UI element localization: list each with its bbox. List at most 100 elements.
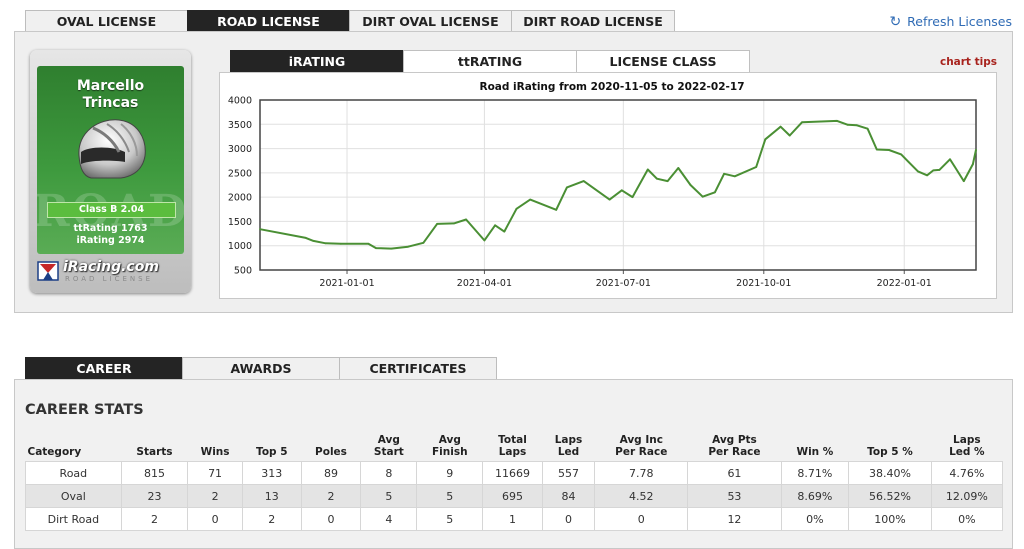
irating-data-point <box>953 165 956 168</box>
irating-data-point <box>375 247 377 250</box>
irating-data-point <box>259 228 261 231</box>
table-row: Road 815 71 313 89 8 9 11669 557 7.78 61 8.71% 38.40… <box>25 461 1004 485</box>
helmet-icon <box>78 119 146 179</box>
tab-oval-license[interactable]: OVAL LICENSE <box>25 10 188 32</box>
license-card: ROAD Marcello Trincas Class B 2.04 ttRat… <box>30 50 191 293</box>
logo-subtitle: ROAD LICENSE <box>65 275 154 283</box>
table-cell: 5 <box>416 507 484 531</box>
license-tabs: OVAL LICENSE ROAD LICENSE DIRT OVAL LICE… <box>25 10 675 32</box>
tab-ttrating[interactable]: ttRATING <box>403 50 577 72</box>
table-cell: 4 <box>360 507 418 531</box>
career-stats-table: Category Starts Wins Top 5 Poles Avg Start Avg F… <box>25 430 1004 531</box>
table-row: Dirt Road 2 0 2 0 4 5 1 0 0 12 0% 100% 0% <box>25 507 1004 531</box>
table-cell: 0 <box>300 507 362 531</box>
irating-data-point <box>866 127 869 130</box>
tab-license-class[interactable]: LICENSE CLASS <box>576 50 750 72</box>
refresh-label: Refresh Licenses <box>907 14 1012 29</box>
table-cell: 815 <box>120 461 189 485</box>
table-cell: 2 <box>300 484 362 508</box>
irating-chart-container: Road iRating from 2020-11-05 to 2022-02-… <box>219 72 997 299</box>
column-header-text: Led <box>557 446 580 458</box>
irating-data-point <box>907 161 910 164</box>
tab-road-license[interactable]: ROAD LICENSE <box>187 10 350 32</box>
irating-data-point <box>312 240 315 242</box>
irating-data-point <box>714 191 716 194</box>
iracing-flag-icon <box>37 261 59 281</box>
table-cell: 5 <box>416 484 484 508</box>
irating-data-point <box>949 158 951 161</box>
tab-irating[interactable]: iRATING <box>230 50 404 72</box>
y-tick-label: 2500 <box>228 168 252 179</box>
irating-data-point <box>788 134 791 137</box>
table-cell: 23 <box>120 484 189 508</box>
table-header-row: Category Starts Wins Top 5 Poles Avg Start Avg F… <box>26 430 1003 462</box>
tab-career[interactable]: CAREER <box>25 357 183 379</box>
table-cell: 12.09% <box>930 484 1004 508</box>
x-tick-label: 2021-01-01 <box>319 278 374 289</box>
irating-data-point <box>846 123 849 126</box>
table-cell: 71 <box>187 461 243 485</box>
y-tick-label: 500 <box>234 266 252 277</box>
y-tick-label: 4000 <box>228 96 252 107</box>
table-cell: 0% <box>780 507 850 531</box>
column-header-text: Avg <box>377 434 400 446</box>
column-header: Avg Pts Per Race <box>688 430 781 462</box>
license-card-face: ROAD Marcello Trincas Class B 2.04 ttRat… <box>37 66 184 254</box>
table-cell: 4.76% <box>930 461 1004 485</box>
irating-data-point <box>764 138 767 141</box>
table-cell: 56.52% <box>848 484 932 508</box>
chart-title: Road iRating from 2020-11-05 to 2022-02-… <box>479 81 744 93</box>
irating-data-point <box>723 172 725 175</box>
chart-tips-link[interactable]: chart tips <box>939 56 997 68</box>
table-row: Oval 23 2 13 2 5 5 695 84 4.52 53 8.69% 56.52% 12.09% <box>25 484 1004 508</box>
column-header: Total Laps <box>483 430 543 462</box>
column-header-text: Starts <box>136 446 173 458</box>
irating-data-point <box>422 241 425 244</box>
table-cell: Oval <box>25 484 122 508</box>
irating-data-point <box>646 168 649 171</box>
column-header: Avg Start <box>361 430 417 462</box>
column-header: Laps Led <box>542 430 594 462</box>
table-cell: 0 <box>187 507 243 531</box>
x-tick-label: 2021-10-01 <box>736 278 791 289</box>
tab-dirt-road-license[interactable]: DIRT ROAD LICENSE <box>511 10 675 32</box>
irating-data-point <box>938 169 941 171</box>
table-cell: 2 <box>120 507 189 531</box>
irating-data-point <box>515 207 518 210</box>
irating-data-point <box>677 167 680 169</box>
y-tick-label: 1500 <box>228 217 252 228</box>
column-header-text: Laps <box>953 434 981 446</box>
irating-data-point <box>926 174 928 177</box>
tab-dirt-oval-license[interactable]: DIRT OVAL LICENSE <box>349 10 512 32</box>
plot-frame <box>259 99 977 271</box>
x-tick-label: 2021-07-01 <box>596 278 651 289</box>
irating-data-point <box>407 245 409 248</box>
tab-awards[interactable]: AWARDS <box>182 357 340 379</box>
irating-data-point <box>932 169 935 172</box>
table-cell: 557 <box>541 461 596 485</box>
table-cell: 38.40% <box>848 461 932 485</box>
refresh-licenses-link[interactable]: ↻ Refresh Licenses <box>889 14 1012 30</box>
irating-data-point <box>836 120 838 122</box>
column-header: Avg Inc Per Race <box>595 430 688 462</box>
table-cell: 0 <box>541 507 596 531</box>
column-header: Poles <box>301 430 361 462</box>
irating-data-point <box>755 166 758 168</box>
column-header: Avg Finish <box>417 430 483 462</box>
column-header-text: Per Race <box>708 446 761 458</box>
y-tick-label: 2000 <box>228 193 252 204</box>
column-header-text: Laps <box>498 446 527 458</box>
irating-data-point <box>465 218 467 221</box>
irating-data-point <box>494 224 496 227</box>
irating-data-point <box>972 163 974 165</box>
column-header: Laps Led % <box>931 430 1002 462</box>
column-header: Wins <box>188 430 243 462</box>
tab-certificates[interactable]: CERTIFICATES <box>339 357 497 379</box>
irating-data-point <box>689 184 692 186</box>
y-tick-label: 3500 <box>228 120 252 131</box>
chart-grid <box>259 99 977 274</box>
chart-series <box>259 119 977 250</box>
irating-data-point <box>801 121 803 124</box>
y-tick-label: 1000 <box>228 241 252 252</box>
driver-last-name: Trincas <box>82 95 139 111</box>
